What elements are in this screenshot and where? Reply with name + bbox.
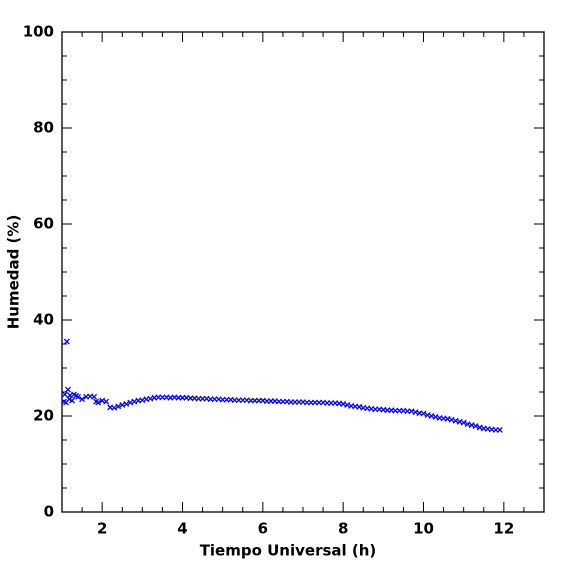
data-point xyxy=(79,396,86,403)
data-point xyxy=(472,423,479,430)
data-point xyxy=(460,419,467,426)
y-tick-label: 20 xyxy=(33,407,54,425)
data-point xyxy=(91,393,98,400)
x-tick-label: 2 xyxy=(97,520,107,538)
data-point xyxy=(111,404,118,411)
plot-frame xyxy=(61,31,545,513)
data-point xyxy=(115,403,122,410)
data-point xyxy=(103,398,110,405)
x-tick-label: 6 xyxy=(258,520,268,538)
x-tick-label: 8 xyxy=(338,520,348,538)
y-axis-label: Humedad (%) xyxy=(5,215,23,330)
data-point xyxy=(496,426,503,433)
y-tick-label: 60 xyxy=(33,215,54,233)
data-point xyxy=(61,391,68,398)
data-point xyxy=(65,386,71,393)
data-point xyxy=(420,410,427,417)
y-tick-label: 40 xyxy=(33,311,54,329)
x-axis-label: Tiempo Universal (h) xyxy=(200,542,377,560)
y-tick-label: 0 xyxy=(44,503,54,521)
y-tick-label: 100 xyxy=(23,23,54,41)
data-point xyxy=(69,397,76,404)
data-point xyxy=(63,338,70,345)
x-tick-label: 10 xyxy=(413,520,434,538)
data-point xyxy=(75,393,82,400)
x-tick-label: 12 xyxy=(493,520,514,538)
data-point xyxy=(95,399,102,406)
data-point xyxy=(123,401,130,407)
y-tick-label: 80 xyxy=(33,119,54,137)
x-tick-label: 4 xyxy=(177,520,187,538)
